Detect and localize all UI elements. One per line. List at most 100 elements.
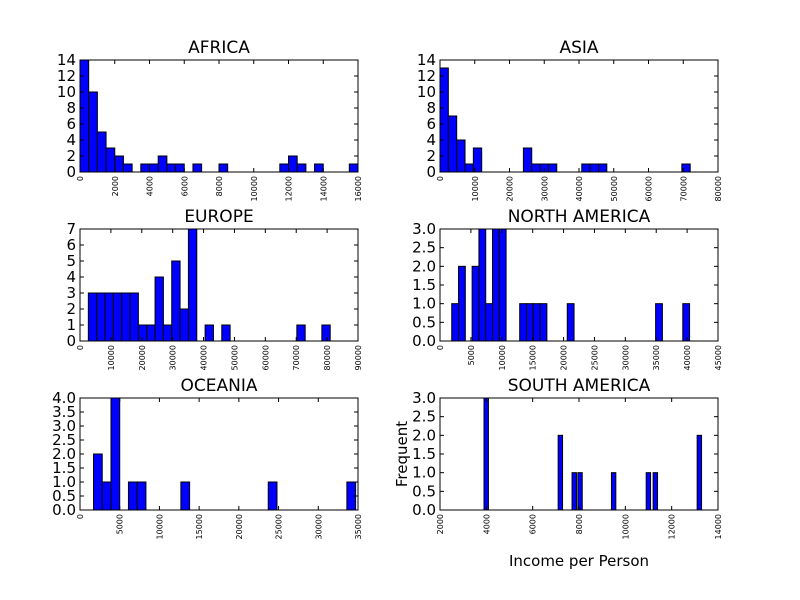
y-tick-label: 4: [66, 131, 76, 149]
y-tick-label: 1.0: [412, 464, 436, 482]
x-tick-label: 0: [436, 176, 445, 181]
panel-title: AFRICA: [188, 38, 250, 58]
histogram-bar: [557, 434, 564, 511]
x-tick-label: 10000: [498, 345, 507, 370]
y-tick-label: 4: [426, 131, 436, 149]
y-tick-label: 10: [417, 83, 436, 101]
x-tick-label: 80000: [714, 176, 723, 201]
x-tick-label: 0: [76, 345, 85, 350]
y-tick-label: 0: [426, 163, 436, 181]
x-tick-label: 50000: [230, 345, 239, 370]
x-tick-label: 30000: [540, 176, 549, 201]
histogram-bar: [171, 260, 181, 342]
y-tick-label: 4.0: [52, 389, 76, 407]
y-tick-label: 2.0: [412, 426, 436, 444]
x-tick-label: 6000: [529, 514, 538, 534]
x-tick-label: 10000: [155, 514, 164, 539]
x-tick-label: 25000: [275, 514, 284, 539]
panel-title: ASIA: [559, 38, 598, 58]
x-tick-label: 15000: [529, 345, 538, 370]
x-tick-label: 10000: [621, 514, 630, 539]
y-tick-label: 1.5: [52, 459, 76, 477]
x-tick-label: 10000: [471, 176, 480, 201]
x-tick-label: 50000: [610, 176, 619, 201]
histogram-bar: [577, 472, 583, 511]
x-tick-label: 35000: [652, 345, 661, 370]
x-tick-label: 45000: [714, 345, 723, 370]
x-tick-label: 8000: [575, 514, 584, 534]
y-tick-label: 3: [66, 284, 76, 302]
histogram-bar: [296, 324, 306, 342]
x-tick-label: 25000: [590, 345, 599, 370]
histogram-bar: [597, 163, 608, 173]
histogram-bar: [204, 324, 214, 342]
x-tick-label: 8000: [215, 176, 224, 196]
x-tick-label: 0: [436, 345, 445, 350]
x-tick-label: 60000: [645, 176, 654, 201]
histogram-bar: [137, 324, 148, 342]
y-tick-label: 6: [66, 236, 76, 254]
histogram-bar: [279, 163, 289, 173]
histogram-bar: [87, 292, 98, 342]
axes-frame: [79, 228, 359, 342]
histogram-bar: [296, 163, 307, 173]
histogram-bar: [314, 163, 324, 173]
histogram-bar: [104, 292, 114, 342]
histogram-bar: [140, 163, 150, 173]
y-tick-label: 7: [66, 220, 76, 238]
x-tick-label: 4000: [482, 514, 491, 534]
histogram-bar: [447, 115, 458, 173]
x-tick-label: 30000: [621, 345, 630, 370]
x-tick-label: 14000: [319, 176, 328, 201]
y-tick-label: 12: [57, 67, 76, 85]
y-tick-label: 0.5: [412, 482, 436, 500]
y-tick-label: 4: [66, 268, 76, 286]
histogram-bar: [192, 163, 203, 173]
x-axis-label: Income per Person: [509, 552, 649, 570]
x-tick-label: 5000: [116, 514, 125, 534]
y-tick-label: 1.5: [412, 445, 436, 463]
x-tick-label: 40000: [683, 345, 692, 370]
panel-title: EUROPE: [184, 207, 253, 227]
histogram-bar: [187, 228, 198, 342]
y-tick-label: 0.5: [412, 313, 436, 331]
histogram-bar: [471, 265, 480, 342]
y-tick-label: 8: [66, 99, 76, 117]
x-tick-label: 4000: [146, 176, 155, 196]
histogram-bar: [581, 163, 591, 173]
y-tick-label: 2.5: [412, 239, 436, 257]
x-tick-label: 2000: [111, 176, 120, 196]
y-axis-label: Frequent: [393, 421, 411, 487]
histogram-bar: [154, 276, 164, 342]
y-tick-label: 3.5: [52, 403, 76, 421]
y-tick-label: 2.0: [52, 445, 76, 463]
histogram-bar: [122, 163, 133, 173]
panel-title: SOUTH AMERICA: [508, 376, 651, 396]
x-tick-label: 0: [76, 514, 85, 519]
x-tick-label: 90000: [354, 345, 363, 370]
histogram-bar: [519, 303, 527, 342]
y-tick-label: 0.0: [412, 501, 436, 519]
histogram-bar: [218, 163, 229, 173]
y-tick-label: 2.5: [52, 431, 76, 449]
x-tick-label: 35000: [354, 514, 363, 539]
histogram-bar: [136, 481, 147, 511]
histogram-bar: [485, 303, 494, 342]
x-tick-label: 80000: [323, 345, 332, 370]
y-tick-label: 2: [66, 300, 76, 318]
panel-title: NORTH AMERICA: [508, 207, 651, 227]
histogram-bar: [146, 324, 156, 342]
y-tick-label: 10: [57, 83, 76, 101]
x-tick-label: 40000: [575, 176, 584, 201]
x-tick-label: 10000: [250, 176, 259, 201]
histogram-bar: [492, 228, 500, 342]
y-tick-label: 8: [426, 99, 436, 117]
histogram-bar: [571, 472, 577, 511]
x-tick-label: 14000: [714, 514, 723, 539]
y-tick-label: 6: [66, 115, 76, 133]
x-tick-label: 15000: [195, 514, 204, 539]
histogram-bar: [288, 155, 298, 173]
